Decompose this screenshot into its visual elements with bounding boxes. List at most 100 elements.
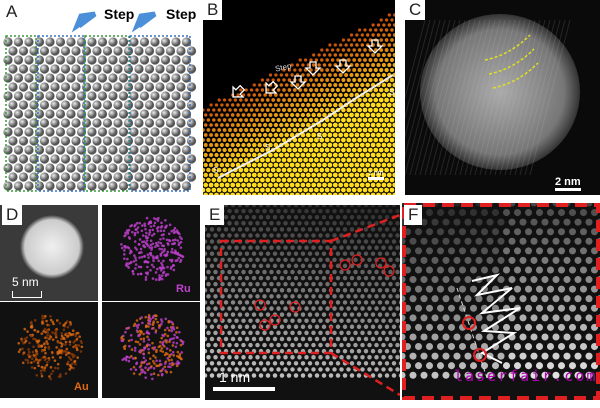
atom <box>355 43 359 47</box>
atom <box>376 132 381 138</box>
atom <box>262 330 267 336</box>
atom <box>300 227 306 232</box>
atom <box>181 73 192 83</box>
atom <box>349 162 354 168</box>
atom <box>368 117 373 123</box>
atom <box>13 55 24 65</box>
eds-signal <box>166 357 170 360</box>
atom <box>211 167 217 173</box>
atom <box>370 324 376 330</box>
atom <box>388 330 393 336</box>
atom <box>269 233 274 238</box>
atom <box>150 163 160 173</box>
atom <box>563 371 571 379</box>
eds-signal <box>179 240 183 244</box>
atom <box>211 147 216 153</box>
atom <box>251 214 257 220</box>
atom <box>274 73 278 77</box>
atom <box>171 181 181 191</box>
atom <box>297 127 303 133</box>
atom <box>585 203 593 207</box>
arrow-icon <box>289 75 307 90</box>
atom <box>234 330 239 336</box>
atom <box>287 117 292 123</box>
eds-signal <box>132 372 136 375</box>
eds-signal <box>180 357 183 361</box>
lattice-fringe <box>414 19 456 176</box>
atom <box>265 137 271 143</box>
atom <box>276 157 281 163</box>
atom <box>370 102 376 108</box>
eds-signal <box>124 330 127 334</box>
eds-signal <box>134 223 137 227</box>
highlight-circle <box>351 254 363 266</box>
atom <box>373 117 379 123</box>
atom <box>363 38 367 42</box>
eds-signal <box>139 247 143 251</box>
atom <box>311 269 316 275</box>
atom <box>431 314 439 322</box>
atom <box>241 113 246 117</box>
atom <box>222 137 227 143</box>
atom <box>279 348 285 354</box>
atom <box>314 127 319 133</box>
atom <box>388 221 393 226</box>
atom <box>304 318 309 323</box>
atom <box>297 167 303 173</box>
eds-signal <box>127 359 131 363</box>
atom <box>129 73 139 83</box>
atom <box>359 142 365 148</box>
atom <box>318 318 323 323</box>
atom <box>278 182 284 188</box>
eds-signal <box>148 319 151 323</box>
eds-signal <box>171 344 175 347</box>
atom <box>244 251 250 256</box>
eds-signal <box>40 365 44 369</box>
atom <box>546 285 555 293</box>
atom <box>160 145 171 155</box>
eds-signal <box>77 344 81 347</box>
atom <box>321 361 327 366</box>
atom <box>287 107 292 113</box>
atom <box>134 100 144 110</box>
atom <box>206 233 211 238</box>
atom <box>206 269 211 275</box>
atom <box>227 269 232 275</box>
eds-signal <box>62 328 66 332</box>
atom <box>269 208 274 214</box>
atom <box>260 177 265 183</box>
atom <box>335 336 341 342</box>
atom <box>384 137 389 143</box>
atom <box>314 157 319 163</box>
eds-signal <box>42 342 46 346</box>
atom <box>34 37 45 47</box>
atom <box>216 361 222 366</box>
atom <box>279 132 284 138</box>
atom <box>251 205 257 208</box>
atom <box>373 107 379 113</box>
lattice-fringe <box>519 19 561 176</box>
atom <box>258 205 264 208</box>
atom <box>211 138 216 142</box>
atom <box>381 82 387 88</box>
atom <box>230 103 235 107</box>
atom <box>530 352 538 360</box>
atom <box>360 208 365 214</box>
atom <box>279 263 285 269</box>
atom <box>363 28 367 32</box>
atom <box>150 91 160 101</box>
atom <box>230 214 236 220</box>
eds-signal <box>128 356 131 359</box>
atom <box>144 46 155 56</box>
lattice-fringe <box>429 19 471 176</box>
atom <box>392 152 395 158</box>
step-region-box <box>129 35 191 192</box>
atom <box>395 233 400 238</box>
eds-signal <box>48 375 51 378</box>
atom <box>436 228 445 236</box>
eds-signal <box>133 240 137 243</box>
atom <box>349 172 354 178</box>
eds-signal <box>147 362 151 365</box>
atom <box>272 361 278 366</box>
eds-signal <box>127 236 131 239</box>
